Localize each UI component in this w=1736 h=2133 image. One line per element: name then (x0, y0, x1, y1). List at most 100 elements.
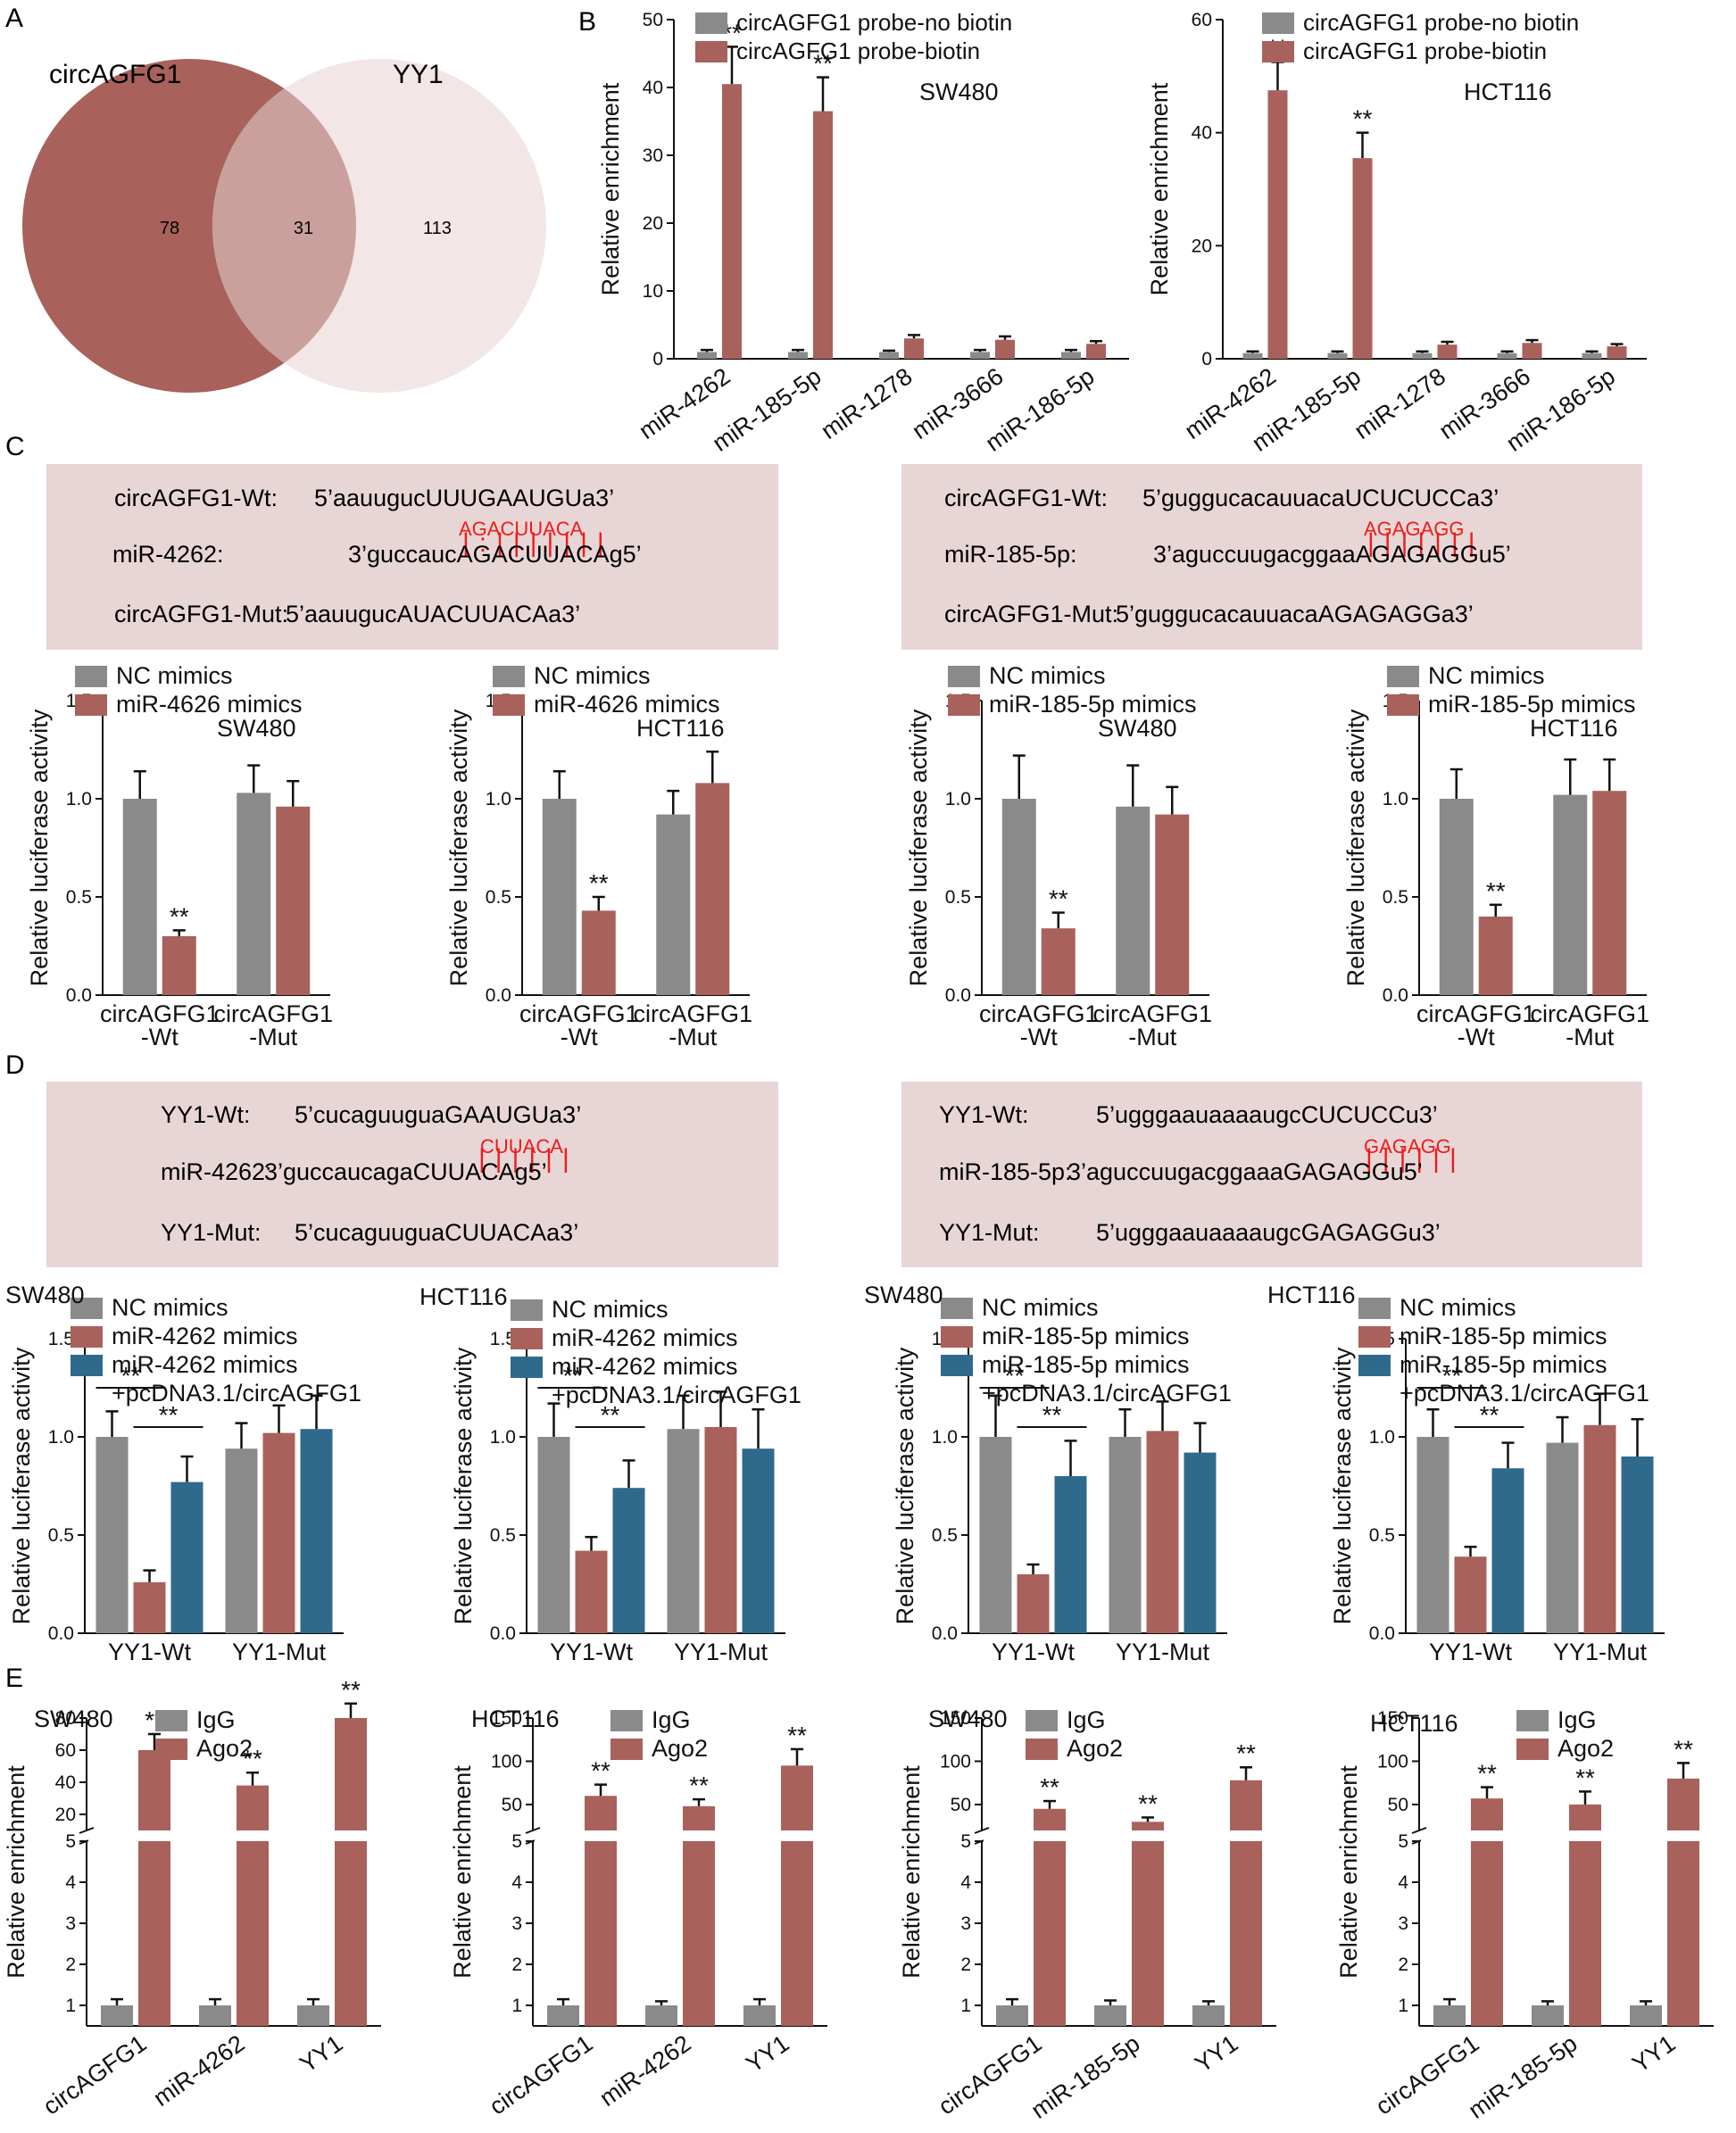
legend-swatch (493, 666, 525, 687)
legend-label: miR-4262 mimics (552, 1324, 738, 1351)
panel-label-e: E (5, 1664, 23, 1693)
y-tick-label: 0.5 (1383, 887, 1408, 908)
y-tick-label: 4 (511, 1872, 522, 1893)
significance-marker: ** (1236, 1739, 1256, 1767)
legend-label: miR-4262 mimics (112, 1323, 298, 1349)
legend-swatch (1262, 41, 1294, 62)
y-tick-label: 100 (940, 1751, 971, 1772)
chart-e2: 1 2 3 4 5 50 100 150 Relative enrichment circAGFG… (449, 1706, 829, 2120)
y-tick-label: 0.5 (48, 1525, 74, 1546)
bar (1433, 2005, 1466, 2026)
bar (1230, 1780, 1262, 2026)
panel-label-d: D (5, 1050, 25, 1080)
x-tick-label: YY1-Wt (1429, 1639, 1513, 1665)
x-tick-label: circAGFG1 (38, 2029, 152, 2120)
legend-label: miR-185-5p mimics (1400, 1351, 1607, 1378)
seq-bonds: |:||||||| (462, 528, 614, 558)
y-tick-label: 1.5 (48, 1329, 74, 1349)
legend-label: miR-4626 mimics (534, 691, 720, 718)
venn-label-circagfg1: circAGFG1 (49, 60, 181, 89)
panel-label-a: A (5, 4, 23, 33)
legend-swatch (611, 1710, 643, 1731)
x-tick-label: miR-185-5p (1464, 2029, 1582, 2123)
seq-line-1: 5’aauugucUUUGAAUGUa3’ (314, 485, 614, 511)
bar (199, 2005, 231, 2026)
x-tick-label: circAGFG1 (633, 1000, 752, 1027)
significance-marker: ** (589, 869, 609, 897)
significance-marker: ** (1138, 1789, 1158, 1817)
y-tick-label: 0.5 (66, 887, 92, 908)
bar (547, 2005, 579, 2026)
legend-label: NC mimics (982, 1294, 1098, 1321)
y-tick-label: 50 (643, 10, 663, 30)
axis-break-mark (974, 1827, 990, 1834)
legend-swatch (1358, 1355, 1391, 1376)
bar (1553, 794, 1588, 995)
bar (1327, 353, 1348, 359)
chart-d2: 0.0 0.5 1.0 1.5 Relative luciferase activity… (419, 1283, 802, 1665)
significance-marker: ** (813, 50, 833, 78)
legend-label: NC mimics (534, 662, 650, 689)
legend-label: miR-185-5p mimics (982, 1323, 1190, 1349)
y-tick-label: 5 (1398, 1831, 1408, 1852)
y-tick-label: 0.0 (486, 985, 511, 1006)
cell-line-label: HCT116 (1530, 715, 1618, 742)
y-tick-label: 1.0 (490, 1427, 516, 1448)
significance-marker: ** (1575, 1764, 1595, 1791)
y-tick-label: 0.0 (932, 1623, 958, 1644)
bar (1352, 158, 1373, 359)
bar (237, 793, 271, 995)
legend-label: circAGFG1 probe-no biotin (1303, 9, 1579, 36)
bar (297, 2005, 329, 2026)
legend-label: NC mimics (1400, 1294, 1516, 1321)
bar (904, 338, 924, 359)
legend-swatch (948, 694, 980, 716)
bar (1001, 799, 1036, 995)
bar (1132, 1822, 1164, 2026)
y-axis-label: Relative enrichment (898, 1765, 925, 1979)
legend-label: miR-185-5p mimics (1428, 691, 1636, 718)
y-axis-label: Relative luciferase activity (26, 709, 53, 986)
bar (138, 1750, 170, 2026)
x-tick-label: YY1-Wt (992, 1639, 1076, 1665)
legend-swatch (1516, 1739, 1549, 1760)
legend-swatch (75, 694, 107, 716)
bar (1192, 2005, 1225, 2026)
legend-swatch (511, 1357, 543, 1378)
axis-break-gap (1421, 1830, 1715, 1841)
bar (133, 1581, 166, 1633)
y-tick-label: 0.0 (945, 985, 971, 1006)
bar (813, 111, 833, 359)
significance-marker: ** (1042, 1401, 1062, 1429)
y-tick-label: 100 (491, 1751, 522, 1772)
legend-swatch (1516, 1710, 1549, 1731)
legend-label: Ago2 (652, 1735, 708, 1762)
bar (1094, 2005, 1126, 2026)
y-tick-label: 0.0 (1369, 1623, 1395, 1644)
y-axis-label: Relative luciferase activity (8, 1347, 35, 1624)
significance-marker: ** (170, 902, 189, 930)
y-tick-label: 1 (960, 1996, 971, 2016)
seq-line-3-prefix: circAGFG1-Mut: (944, 601, 1118, 627)
axis-break-gap (984, 1830, 1278, 1841)
y-tick-label: 0.0 (490, 1623, 516, 1644)
bar (1522, 343, 1542, 359)
x-tick-label: circAGFG1 (1092, 1000, 1212, 1027)
legend-swatch (1358, 1298, 1391, 1319)
significance-marker: ** (601, 1401, 620, 1429)
significance-marker: ** (1049, 885, 1068, 913)
bar (1621, 1457, 1654, 1633)
bar (1607, 346, 1627, 359)
cell-line-label: HCT116 (1464, 79, 1552, 105)
seq-line-3: 5’aauugucAUACUUACAa3’ (286, 601, 580, 627)
bar (612, 1488, 645, 1633)
seq-line-2-prefix: miR-4262: (112, 541, 224, 568)
legend-swatch (611, 1739, 643, 1760)
seq-line-1: 5’guggucacauuacaUCUCUCCa3’ (1142, 485, 1499, 511)
cell-line-label: SW480 (928, 1706, 1008, 1732)
y-axis-label: Relative luciferase activity (1342, 709, 1369, 986)
